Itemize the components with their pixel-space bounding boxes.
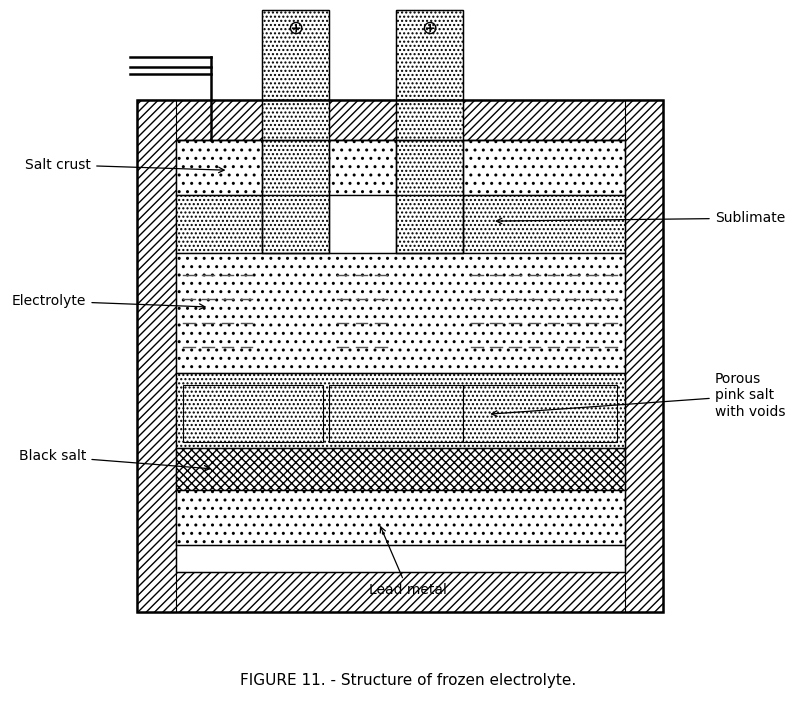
Bar (138, 100, 175, 612)
Bar (329, 385, 463, 442)
Bar (175, 490, 625, 545)
Bar (175, 140, 625, 572)
Text: FIGURE 11. - Structure of frozen electrolyte.: FIGURE 11. - Structure of frozen electro… (240, 673, 576, 688)
Bar (175, 448, 625, 490)
Text: ⊕: ⊕ (287, 18, 304, 38)
Bar (463, 195, 625, 253)
Bar (463, 385, 617, 442)
Bar (138, 572, 663, 612)
Text: Black salt: Black salt (19, 450, 210, 471)
Text: Porous
pink salt
with voids: Porous pink salt with voids (491, 372, 786, 419)
Bar (262, 10, 329, 253)
Text: Electrolyte: Electrolyte (12, 294, 205, 309)
Bar (396, 10, 463, 253)
Text: Salt crust: Salt crust (26, 157, 224, 173)
Bar (625, 100, 663, 612)
Bar (175, 253, 625, 373)
Bar (396, 10, 463, 253)
Bar (138, 100, 663, 140)
Bar (138, 100, 663, 612)
Text: ⊕: ⊕ (422, 18, 438, 38)
Bar (175, 373, 625, 448)
Bar (329, 195, 396, 253)
Bar (175, 140, 625, 195)
Text: Lead metal: Lead metal (369, 527, 446, 597)
Bar (183, 385, 323, 442)
Text: Sublimate: Sublimate (496, 211, 785, 225)
Bar (262, 10, 329, 253)
Bar (175, 195, 262, 253)
